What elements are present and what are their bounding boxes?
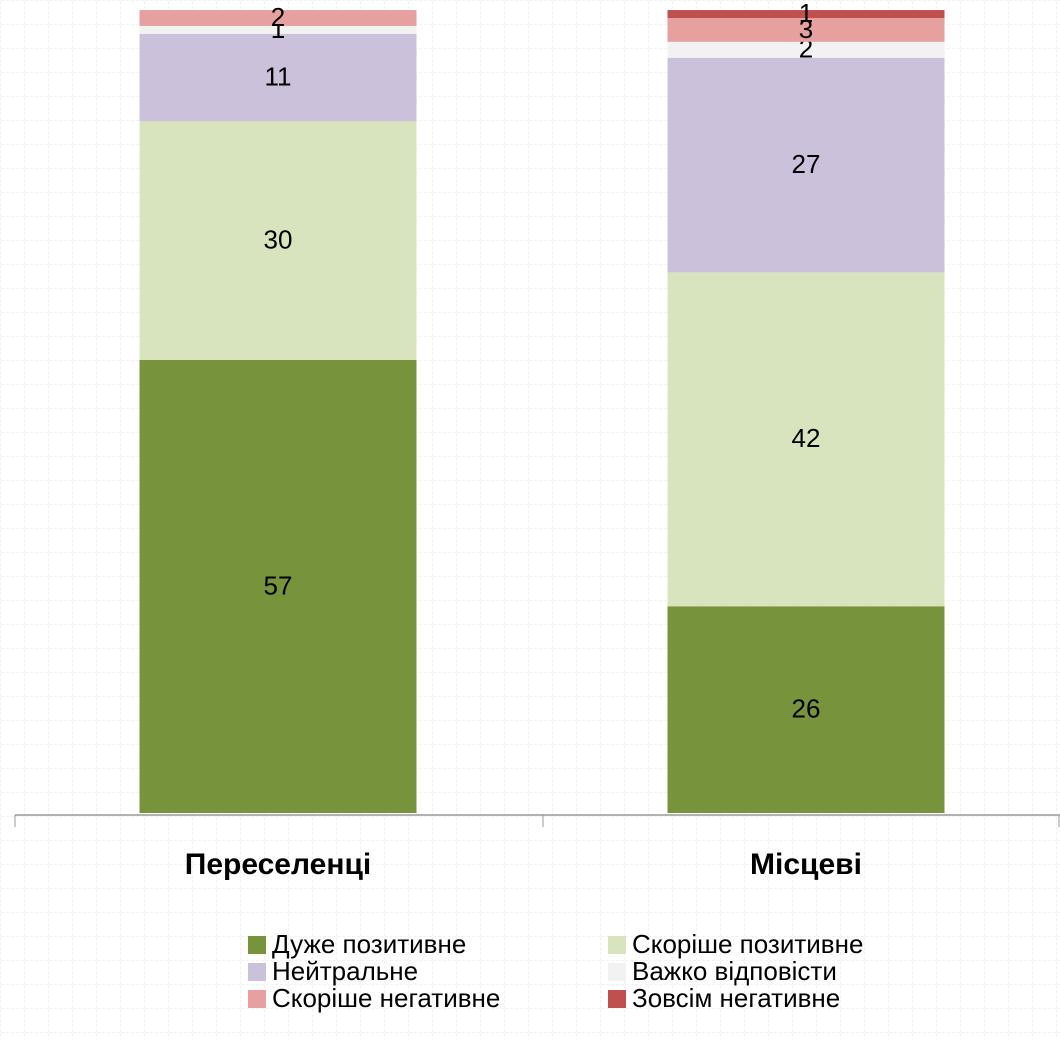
- legend-label: Зовсім негативне: [632, 983, 840, 1013]
- legend-swatch: [248, 963, 266, 981]
- bar-segment: [667, 10, 945, 18]
- data-label: 57: [264, 570, 293, 600]
- legend-swatch: [608, 990, 626, 1008]
- data-label: 42: [792, 423, 821, 453]
- legend-label: Важко відповісти: [632, 956, 837, 986]
- bar-segment: [667, 41, 945, 58]
- legend-swatch: [248, 990, 266, 1008]
- data-label: 2: [271, 2, 285, 32]
- bar-segment: [139, 25, 417, 34]
- bar-segment: [139, 33, 417, 122]
- legend-label: Скоріше негативне: [272, 983, 500, 1013]
- bar-segment: [667, 18, 945, 42]
- bar-segment: [139, 121, 417, 360]
- legend-label: Дуже позитивне: [272, 929, 466, 959]
- bar-segment: [667, 272, 945, 607]
- data-label: 3: [799, 14, 813, 44]
- data-label: 11: [265, 62, 292, 92]
- legend-label: Нейтральне: [272, 956, 418, 986]
- data-label: 26: [792, 694, 821, 724]
- bar-segment: [667, 606, 945, 813]
- bar-segment: [667, 57, 945, 273]
- legend-swatch: [608, 936, 626, 954]
- data-label: 1: [799, 0, 813, 28]
- data-label: 27: [792, 149, 821, 179]
- legend-label: Скоріше позитивне: [632, 929, 863, 959]
- bar-segment: [139, 10, 417, 26]
- category-label: Переселенці: [185, 848, 371, 881]
- data-label: 30: [264, 224, 293, 254]
- legend-swatch: [248, 936, 266, 954]
- bar-segment: [139, 359, 417, 813]
- legend-swatch: [608, 963, 626, 981]
- category-label: Місцеві: [750, 848, 862, 881]
